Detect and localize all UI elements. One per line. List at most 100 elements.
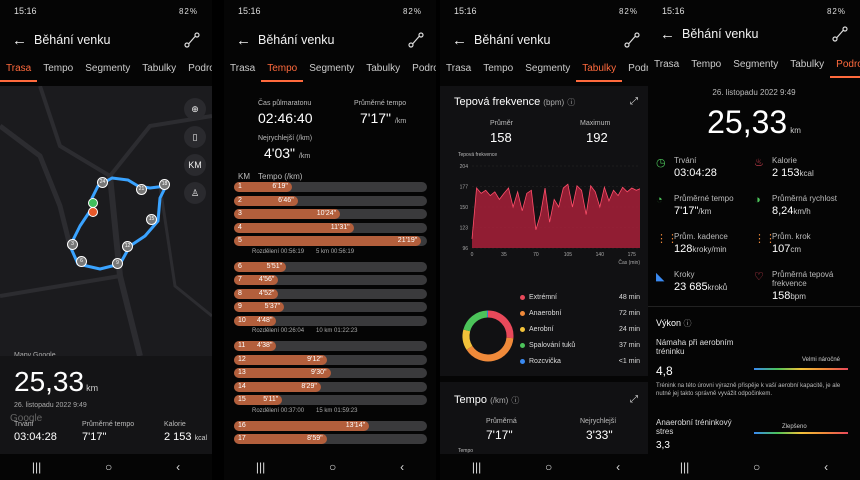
expand-icon[interactable]: ⤢: [630, 394, 638, 405]
pace-bar: 17 8'59": [234, 434, 427, 444]
divider: [648, 306, 860, 307]
x-tick-label: 70: [533, 252, 539, 258]
km-markers-button[interactable]: KM: [184, 154, 206, 176]
tab-trasa[interactable]: Trasa: [0, 62, 38, 82]
home-icon[interactable]: ○: [753, 460, 761, 474]
back-arrow-icon[interactable]: ←: [12, 31, 27, 49]
tab-tabulky[interactable]: Tabulky: [790, 59, 825, 70]
pace-bar-value: 21'19": [234, 236, 422, 246]
status-bar: 15:16 82%: [648, 0, 860, 22]
tab-tempo[interactable]: Tempo: [261, 62, 304, 82]
zone-name: Spalování tuků: [529, 342, 576, 349]
zone-duration: <1 min: [618, 358, 640, 365]
pace-bar-value: 5'37": [234, 302, 285, 312]
metric-label: Trvání: [674, 156, 697, 165]
system-nav-bar: ||| ○ ‹: [224, 454, 436, 480]
tab-podrobnosti[interactable]: Podrobnosti: [188, 63, 212, 74]
pace-bar-value: 9'12": [234, 354, 327, 365]
screen-podrobnosti: 15:16 82% ← Běhání venku Trasa Tempo Seg…: [648, 0, 860, 480]
pace-bar-value: 4'48": [234, 315, 277, 326]
back-nav-icon[interactable]: ‹: [616, 460, 621, 474]
activity-date: 26. listopadu 2022 9:49: [712, 88, 796, 97]
anaerobic-label: Anaerobní tréninkový stres: [656, 418, 732, 436]
tab-segmenty[interactable]: Segmenty: [525, 63, 571, 74]
tab-podrobnosti[interactable]: Podrobnosti: [412, 63, 436, 74]
route-icon[interactable]: [184, 32, 200, 48]
tab-tabulky[interactable]: Tabulky: [142, 63, 177, 74]
pace-bar: 14 8'29": [234, 381, 427, 392]
locate-icon[interactable]: ⊕: [184, 98, 206, 120]
map-marker: 15: [146, 214, 157, 225]
google-watermark: Google: [10, 413, 43, 424]
expand-icon[interactable]: ⤢: [630, 96, 638, 107]
tab-podrobnosti[interactable]: Podrobnosti: [628, 63, 652, 74]
tab-segmenty[interactable]: Segmenty: [309, 63, 355, 74]
home-icon[interactable]: ○: [329, 460, 337, 474]
pace-bar-km: 7: [238, 276, 242, 283]
shoe-icon: ◣: [656, 271, 665, 283]
tab-tempo[interactable]: Tempo: [43, 63, 74, 74]
route-icon[interactable]: [408, 32, 424, 48]
map-layers-icon[interactable]: ▯: [184, 126, 206, 148]
tab-tempo[interactable]: Tempo: [691, 59, 722, 70]
anaerobic-scale: [754, 432, 848, 434]
home-icon[interactable]: ○: [545, 460, 553, 474]
pace-bar: 13 9'30": [234, 368, 427, 378]
back-nav-icon[interactable]: ‹: [176, 460, 181, 474]
back-nav-icon[interactable]: ‹: [400, 460, 405, 474]
chart-caption: Tepová frekvence: [458, 152, 498, 158]
tab-segmenty[interactable]: Segmenty: [733, 59, 779, 70]
half-marathon-value: 02:46:40: [258, 110, 313, 126]
back-arrow-icon[interactable]: ←: [660, 25, 675, 43]
metric-label: Průměrná rychlost: [772, 194, 837, 203]
recent-apps-icon[interactable]: |||: [31, 460, 42, 474]
route-map[interactable]: 24 21 18 15 12 9 6 3 ⊕ ▯ KM ♙ Mapy Googl…: [0, 85, 212, 359]
metric-value: 7'17"/km: [674, 205, 712, 217]
y-tick-label: 123: [460, 226, 469, 232]
route-icon[interactable]: [624, 32, 640, 48]
pace-bar: 9 5'37": [234, 302, 427, 312]
back-arrow-icon[interactable]: ←: [236, 31, 251, 49]
tab-bar: Trasa Tempo Segmenty Tabulky Podrobnosti: [440, 62, 652, 82]
recent-apps-icon[interactable]: |||: [255, 460, 266, 474]
tab-tempo[interactable]: Tempo: [483, 63, 514, 74]
pace-bar-km: 16: [238, 421, 246, 429]
hr-avg-value: 158: [490, 130, 512, 145]
aerobic-scale: [754, 368, 848, 370]
tab-tabulky[interactable]: Tabulky: [366, 63, 401, 74]
footsteps-icon: ⋮⋮: [656, 233, 678, 245]
metric-item: ◔ Průměrné tempo 7'17"/km: [656, 194, 751, 217]
recent-apps-icon[interactable]: |||: [679, 460, 690, 474]
tab-podrobnosti[interactable]: Podrobnosti: [830, 58, 860, 78]
status-bar: 15:16 82%: [224, 0, 436, 22]
zone-slice: [487, 310, 514, 339]
back-nav-icon[interactable]: ‹: [824, 460, 829, 474]
speed-icon: ◑: [754, 194, 761, 206]
info-icon: ⓘ: [683, 319, 692, 328]
pace-bar-value: 4'38": [234, 341, 277, 351]
info-icon: ⓘ: [511, 396, 520, 405]
screen-trasa: 15:16 82% ← Běhání venku Trasa Tempo Seg…: [0, 0, 212, 480]
tab-bar: Trasa Tempo Segmenty Tabulky Podrobnosti: [224, 62, 436, 82]
recent-apps-icon[interactable]: |||: [471, 460, 482, 474]
app-header: ← Běhání venku: [648, 20, 860, 48]
pace-bar: 2 6'46": [234, 195, 427, 206]
tab-segmenty[interactable]: Segmenty: [85, 63, 131, 74]
pace-bar-value: 5'51": [234, 261, 287, 272]
tab-tabulky[interactable]: Tabulky: [576, 62, 623, 82]
route-icon[interactable]: [832, 26, 848, 42]
tab-trasa[interactable]: Trasa: [446, 63, 472, 74]
route-map-drawing: [0, 85, 212, 357]
pace-bar-value: 8'59": [234, 434, 327, 444]
back-arrow-icon[interactable]: ←: [452, 31, 467, 49]
pace-bar-km: 4: [238, 223, 242, 231]
stat-duration: Trvání 03:04:28: [14, 421, 57, 443]
tab-trasa[interactable]: Trasa: [230, 63, 256, 74]
pace-bar: 11 4'38": [234, 341, 427, 351]
runner-icon[interactable]: ♙: [184, 182, 206, 204]
home-icon[interactable]: ○: [105, 460, 113, 474]
metric-item: ⋮⋮ Prům. krok 107cm: [754, 232, 849, 255]
zone-name: Extrémní: [529, 294, 558, 301]
tab-trasa[interactable]: Trasa: [654, 59, 680, 70]
flame-icon: ♨: [754, 157, 764, 169]
